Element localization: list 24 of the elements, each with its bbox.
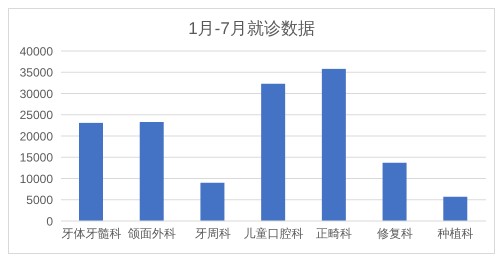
y-tick-label: 0 [46,214,54,228]
y-tick-label: 30000 [20,86,54,101]
y-tick-label: 20000 [20,129,54,144]
bar [261,84,286,221]
bar [140,122,164,221]
x-tick-label: 颌面外科 [127,226,176,241]
bar [79,122,103,221]
y-tick-label: 10000 [20,172,54,186]
bar [382,162,407,221]
y-tick-label: 25000 [20,108,54,122]
y-tick-label: 40000 [20,44,54,58]
bar [322,68,346,221]
y-tick-label: 35000 [20,66,54,80]
bar [200,182,224,221]
x-tick-label: 牙体牙髓科 [61,226,122,241]
x-tick-label: 正畸科 [316,226,352,241]
x-tick-label: 修复科 [376,226,413,241]
x-tick-label: 种植科 [438,226,474,241]
y-tick-label: 5000 [26,193,54,208]
x-tick-label: 牙周科 [194,226,231,241]
bar [443,196,468,221]
x-tick-label: 儿童口腔科 [244,226,304,241]
chart-title: 1月-7月就诊数据 [187,18,316,40]
y-tick-label: 15000 [20,150,54,165]
